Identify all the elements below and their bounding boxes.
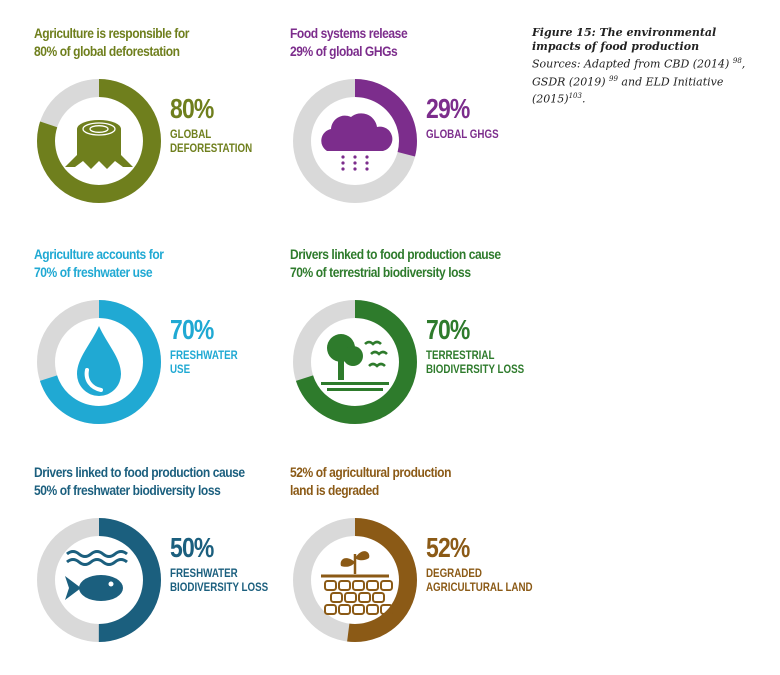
panel-freshwater: Agriculture accounts for 70% of freshwate… — [34, 245, 294, 455]
chart-heading: Food systems release 29% of global GHGs — [290, 24, 505, 60]
donut-value-arc — [293, 79, 417, 203]
category-label: FRESHWATER USE — [170, 349, 238, 377]
donut-value-arc — [293, 300, 417, 424]
donut-chart — [293, 79, 417, 203]
heading-line: 70% of terrestrial biodiversity loss — [290, 264, 471, 280]
chart-heading: Agriculture is responsible for 80% of glo… — [34, 24, 249, 60]
heading-line: 80% of global deforestation — [34, 43, 180, 59]
value-label: 80% — [170, 93, 214, 124]
category-label-line: FRESHWATER — [170, 568, 238, 580]
category-label: GLOBAL DEFORESTATION — [170, 128, 252, 156]
chart-heading: Agriculture accounts for 70% of freshwate… — [34, 245, 249, 281]
donut-value-arc — [37, 518, 161, 642]
figure-title: Figure 15: The environmental impacts of … — [532, 26, 717, 53]
figure-caption: Figure 15: The environmental impacts of … — [532, 26, 762, 107]
donut-chart — [37, 518, 161, 642]
category-label-line: DEFORESTATION — [170, 143, 253, 155]
donut-chart — [293, 518, 417, 642]
chart-heading: 52% of agricultural production land is de… — [290, 463, 505, 499]
category-label: GLOBAL GHGs — [426, 128, 499, 142]
chart-heading: Drivers linked to food production cause 5… — [34, 463, 249, 499]
donut-chart — [293, 300, 417, 424]
donut-value-arc — [37, 79, 161, 203]
rain-cloud-icon — [321, 113, 393, 171]
tree-stump-icon — [65, 120, 133, 169]
heading-line: 70% of freshwater use — [34, 264, 153, 280]
fish-waves-icon — [65, 550, 128, 601]
value-label: 29% — [426, 93, 470, 124]
value-label: 70% — [170, 314, 214, 345]
donut-value-arc — [37, 300, 161, 424]
panel-ghg: Food systems release 29% of global GHGs 29… — [290, 24, 550, 234]
category-label-line: GLOBAL — [170, 129, 212, 141]
cracked-soil-sprout-icon — [321, 551, 393, 615]
heading-line: Drivers linked to food production cause — [290, 246, 501, 262]
value-label: 70% — [426, 314, 470, 345]
panel-degraded-land: 52% of agricultural production land is de… — [290, 463, 550, 673]
category-label: TERRESTRIAL BIODIVERSITY LOSS — [426, 349, 524, 377]
heading-line: Drivers linked to food production cause — [34, 464, 245, 480]
category-label: DEGRADED AGRICULTURAL LAND — [426, 567, 533, 595]
category-label-line: USE — [170, 364, 191, 376]
value-label: 52% — [426, 532, 470, 563]
value-label: 50% — [170, 532, 214, 563]
heading-line: 52% of agricultural production — [290, 464, 452, 480]
water-drop-icon — [77, 326, 121, 396]
panel-freshwater-biodiversity: Drivers linked to food production cause 5… — [34, 463, 294, 673]
category-label: FRESHWATER BIODIVERSITY LOSS — [170, 567, 268, 595]
donut-chart — [37, 79, 161, 203]
figure-sources: Sources: Adapted from CBD (2014) 98, GSD… — [532, 57, 746, 106]
heading-line: 50% of freshwater biodiversity loss — [34, 482, 221, 498]
category-label-line: GLOBAL GHGs — [426, 129, 499, 141]
category-label-line: BIODIVERSITY LOSS — [426, 364, 525, 376]
heading-line: land is degraded — [290, 482, 379, 498]
panel-biodiversity: Drivers linked to food production cause 7… — [290, 245, 550, 455]
category-label-line: DEGRADED — [426, 568, 482, 580]
category-label-line: AGRICULTURAL LAND — [426, 582, 533, 594]
tree-birds-icon — [321, 334, 389, 391]
donut-chart — [37, 300, 161, 424]
category-label-line: TERRESTRIAL — [426, 350, 495, 362]
heading-line: Agriculture is responsible for — [34, 25, 190, 41]
donut-value-arc — [293, 518, 417, 642]
heading-line: Food systems release — [290, 25, 408, 41]
chart-heading: Drivers linked to food production cause 7… — [290, 245, 505, 281]
heading-line: 29% of global GHGs — [290, 43, 398, 59]
heading-line: Agriculture accounts for — [34, 246, 164, 262]
category-label-line: FRESHWATER — [170, 350, 238, 362]
panel-deforestation: Agriculture is responsible for 80% of glo… — [34, 24, 294, 234]
category-label-line: BIODIVERSITY LOSS — [170, 582, 269, 594]
